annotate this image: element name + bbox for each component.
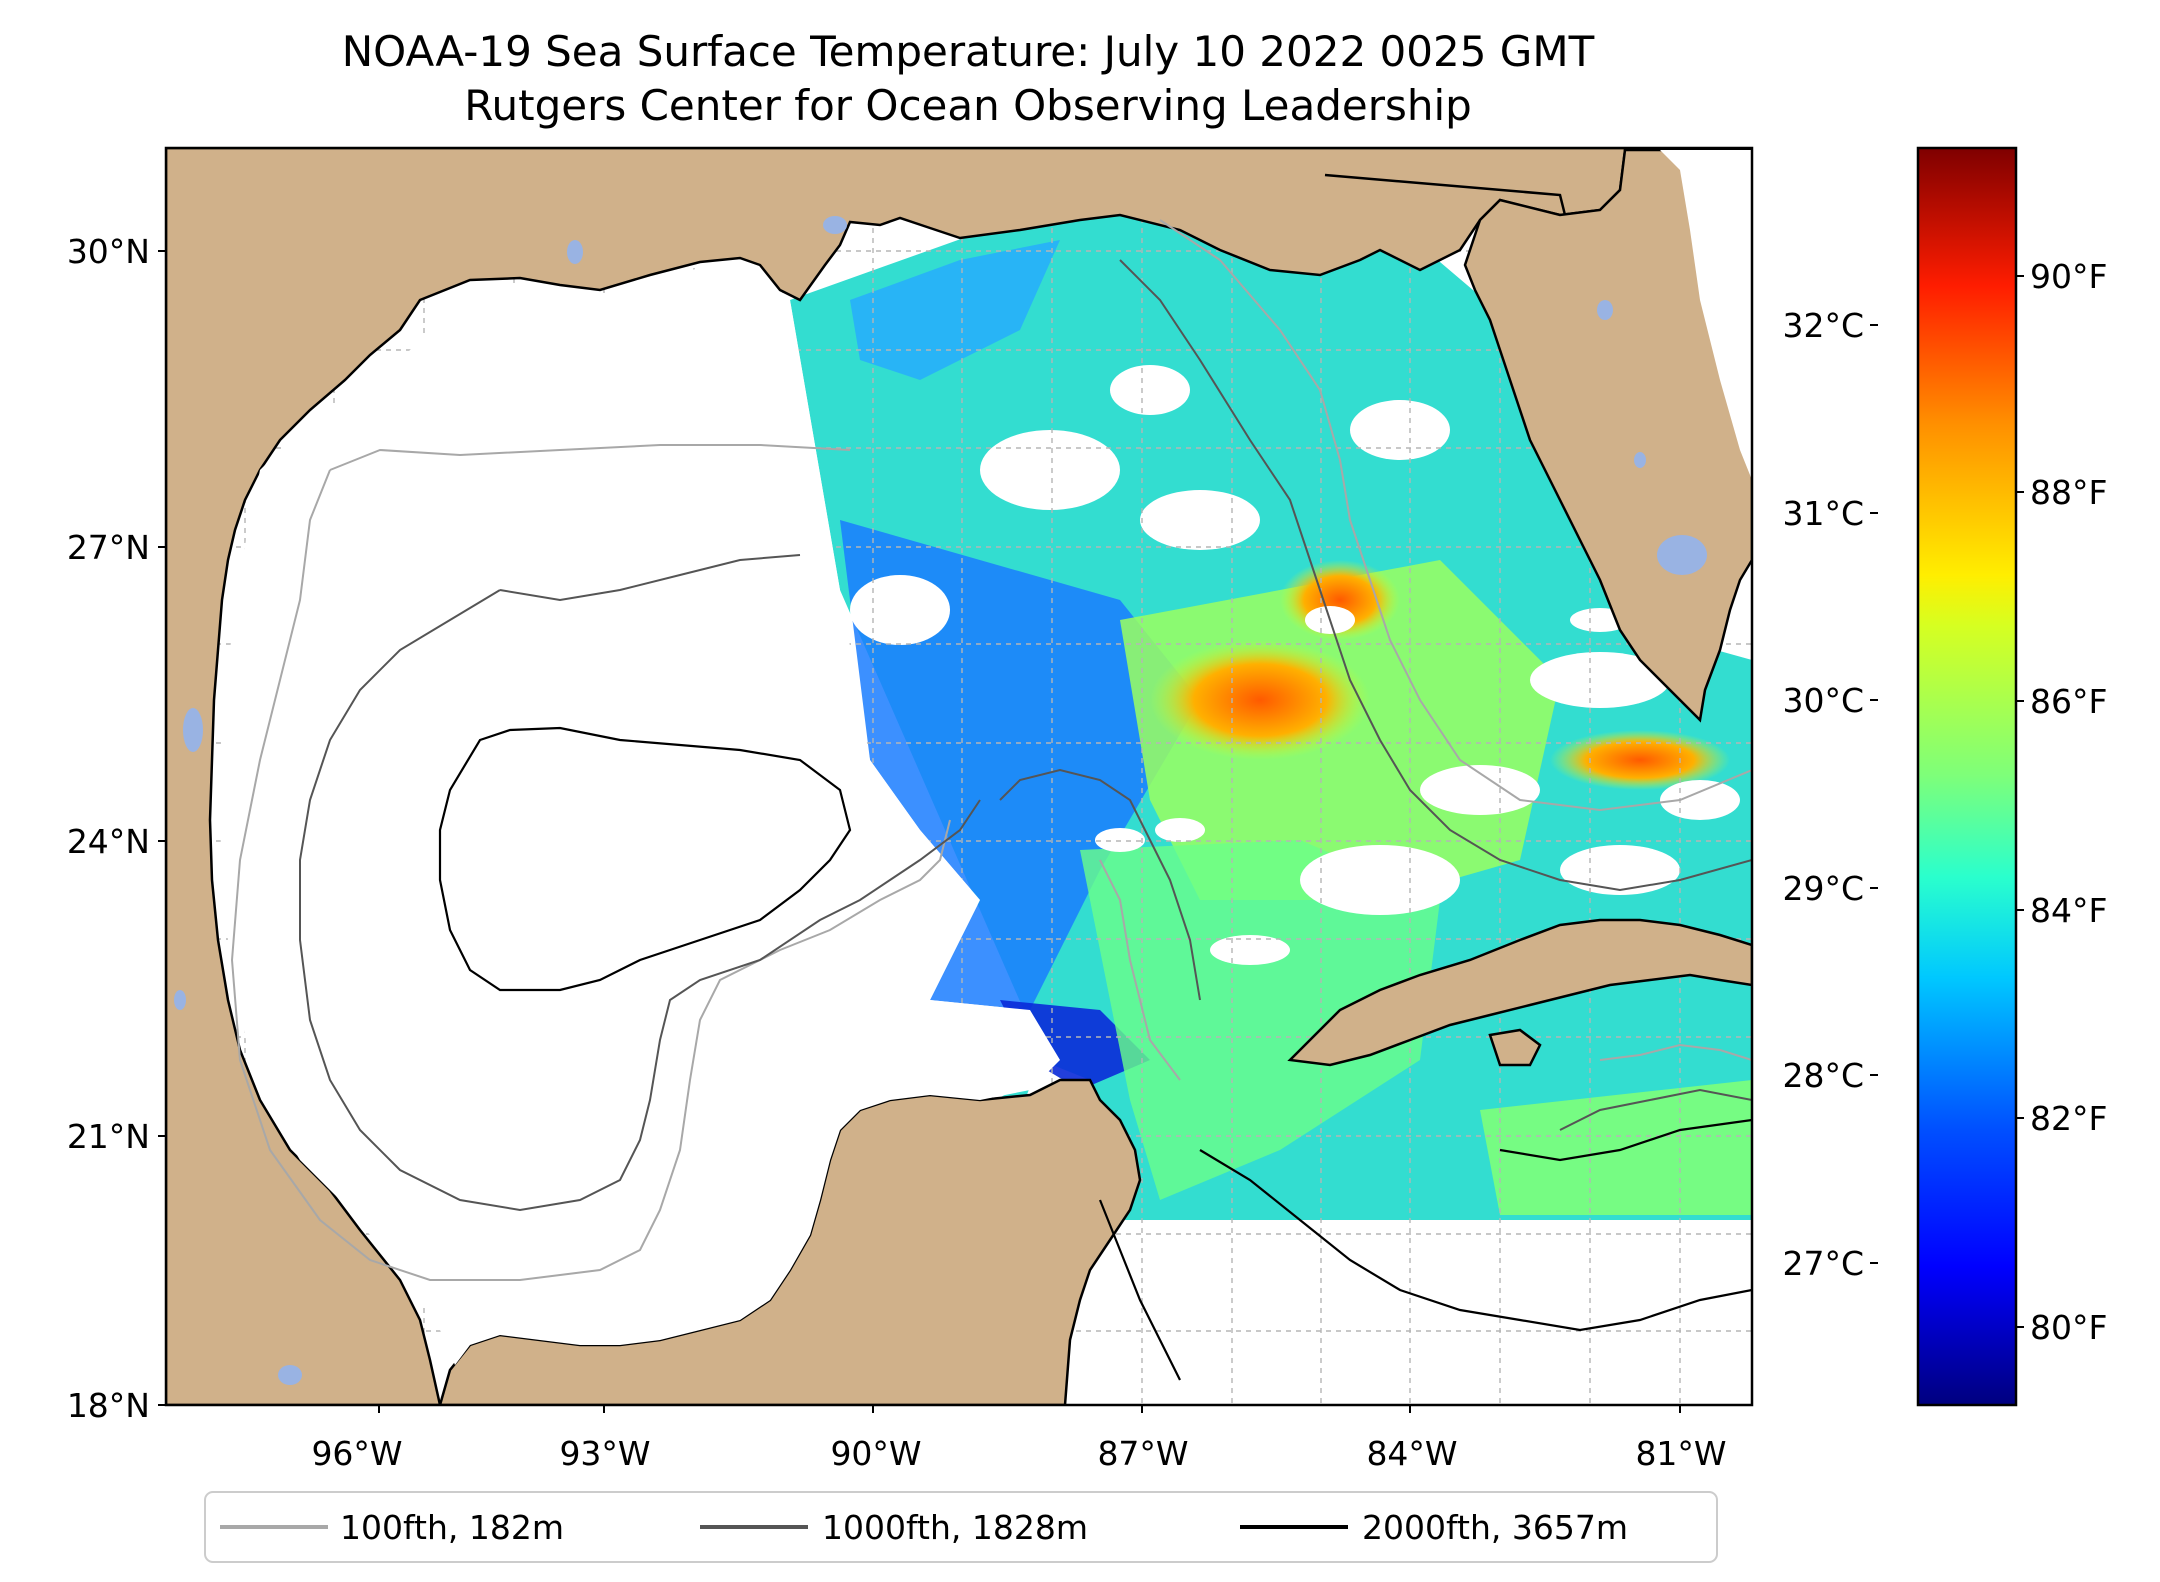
legend-label-2000fth: 2000fth, 3657m bbox=[1362, 1508, 1628, 1547]
celsius-tick-label: 28°C bbox=[1782, 1056, 1864, 1095]
celsius-tick-label: 32°C bbox=[1782, 306, 1864, 345]
lakes bbox=[174, 216, 1707, 1385]
lon-tick-label: 81°W bbox=[1635, 1434, 1726, 1473]
land-florida-atlantic bbox=[1620, 150, 1752, 480]
map-frame bbox=[164, 146, 1754, 1407]
fahrenheit-tick-label: 88°F bbox=[2030, 473, 2107, 512]
legend-label-1000fth: 1000fth, 1828m bbox=[822, 1508, 1088, 1547]
land-us-north bbox=[166, 148, 1752, 1405]
lat-axis: 30°N 27°N 24°N 21°N 18°N bbox=[67, 232, 166, 1425]
lake-okeechobee bbox=[1657, 535, 1707, 575]
bathymetry-contours bbox=[230, 219, 1752, 1381]
cloud-gaps bbox=[850, 365, 1740, 965]
state-border bbox=[1324, 173, 1567, 216]
lat-tick-label: 27°N bbox=[67, 528, 150, 567]
lat-tick-label: 18°N bbox=[67, 1386, 150, 1425]
celsius-tick-label: 29°C bbox=[1782, 869, 1864, 908]
land-florida bbox=[1463, 148, 1752, 723]
land-isle-youth bbox=[1488, 1028, 1542, 1067]
lon-tick-label: 87°W bbox=[1097, 1434, 1188, 1473]
contour-100fth bbox=[230, 219, 1752, 1281]
fahrenheit-tick-label: 82°F bbox=[2030, 1099, 2107, 1138]
map-subtitle: Rutgers Center for Ocean Observing Leade… bbox=[464, 81, 1472, 130]
sst-hotspot-central bbox=[1150, 640, 1370, 760]
lon-tick-label: 84°W bbox=[1366, 1434, 1457, 1473]
legend-box bbox=[204, 1491, 1718, 1563]
land bbox=[166, 148, 1752, 1405]
legend-label-100fth: 100fth, 182m bbox=[340, 1508, 564, 1547]
lon-axis: 96°W 93°W 90°W 87°W 84°W 81°W bbox=[311, 1405, 1727, 1473]
legend: 100fth, 182m 1000fth, 1828m 2000fth, 365… bbox=[204, 1491, 1718, 1563]
celsius-axis: 32°C 31°C 30°C 29°C 28°C 27°C bbox=[1782, 306, 1878, 1283]
sst-cool-region bbox=[840, 520, 1200, 1010]
lat-tick-label: 21°N bbox=[67, 1117, 150, 1156]
fahrenheit-axis: 90°F 88°F 86°F 84°F 82°F 80°F bbox=[2016, 257, 2107, 1347]
fahrenheit-tick-label: 86°F bbox=[2030, 682, 2107, 721]
map-title: NOAA-19 Sea Surface Temperature: July 10… bbox=[342, 27, 1595, 76]
sst-hotspot-east bbox=[1550, 730, 1730, 790]
fahrenheit-tick-label: 80°F bbox=[2030, 1308, 2107, 1347]
sst-south-patch bbox=[1480, 1080, 1752, 1215]
gulf-basin bbox=[220, 265, 1060, 1365]
celsius-tick-label: 30°C bbox=[1782, 681, 1864, 720]
lon-tick-label: 93°W bbox=[559, 1434, 650, 1473]
celsius-tick-label: 31°C bbox=[1782, 494, 1864, 533]
sst-north-band bbox=[850, 240, 1060, 380]
lat-tick-label: 24°N bbox=[67, 822, 150, 861]
lon-tick-label: 96°W bbox=[311, 1434, 402, 1473]
sst-moderate-region bbox=[1080, 840, 1440, 1200]
land-cuba bbox=[1287, 918, 1752, 1067]
colorbar bbox=[1916, 146, 2018, 1407]
lat-tick-label: 30°N bbox=[67, 232, 150, 271]
celsius-tick-label: 27°C bbox=[1782, 1244, 1864, 1283]
map-panel bbox=[166, 148, 1752, 1405]
fahrenheit-tick-label: 90°F bbox=[2030, 257, 2107, 296]
contour-2000fth bbox=[438, 726, 1752, 1381]
fahrenheit-tick-label: 84°F bbox=[2030, 891, 2107, 930]
lon-tick-label: 90°W bbox=[830, 1434, 921, 1473]
contour-1000fth bbox=[299, 259, 1752, 1212]
lake-pontchartrain bbox=[823, 216, 847, 234]
